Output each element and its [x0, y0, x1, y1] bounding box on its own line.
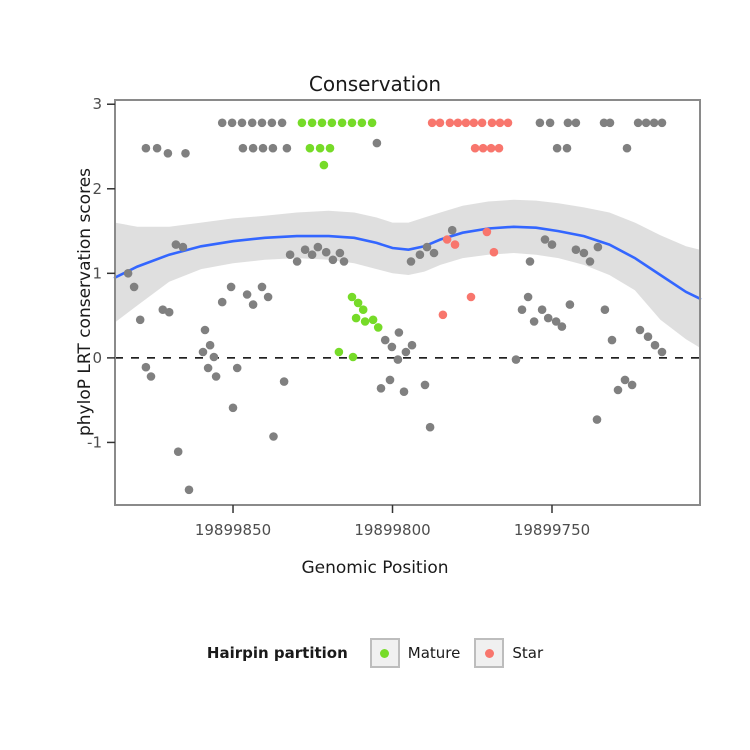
points-mature — [297, 118, 383, 362]
svg-text:2: 2 — [92, 180, 102, 198]
x-axis: 19899850 19899800 19899750 — [195, 505, 590, 539]
legend-label-star: Star — [512, 644, 544, 662]
confidence-ribbon — [115, 199, 700, 348]
svg-text:0: 0 — [92, 349, 102, 367]
panel-border — [114, 99, 701, 506]
svg-text:3: 3 — [92, 95, 102, 113]
svg-text:19899850: 19899850 — [195, 521, 271, 539]
star-point-swatch — [484, 648, 494, 658]
legend-item-star: Star — [474, 638, 543, 668]
legend-key-star — [474, 638, 505, 668]
legend-item-mature: Mature — [369, 638, 461, 668]
svg-text:19899800: 19899800 — [354, 521, 430, 539]
svg-text:1: 1 — [92, 264, 102, 282]
legend-label-mature: Mature — [407, 644, 461, 662]
points-other — [123, 118, 667, 495]
panel — [115, 100, 700, 505]
x-axis-title: Genomic Position — [301, 558, 449, 578]
chart-title: Conservation — [308, 72, 442, 96]
plot-canvas: 19899850 19899800 19899750 -1 0 1 2 3 — [87, 95, 702, 539]
svg-text:19899750: 19899750 — [514, 521, 590, 539]
y-axis-title: phyloP LRT conservation scores — [75, 167, 95, 437]
svg-text:-1: -1 — [87, 433, 102, 451]
legend: Hairpin partition Mature Star — [0, 638, 750, 668]
points-star — [427, 118, 513, 320]
mature-point-swatch — [380, 648, 390, 658]
legend-title: Hairpin partition — [206, 644, 348, 662]
legend-key-mature — [369, 638, 400, 668]
y-axis: -1 0 1 2 3 — [87, 95, 115, 451]
